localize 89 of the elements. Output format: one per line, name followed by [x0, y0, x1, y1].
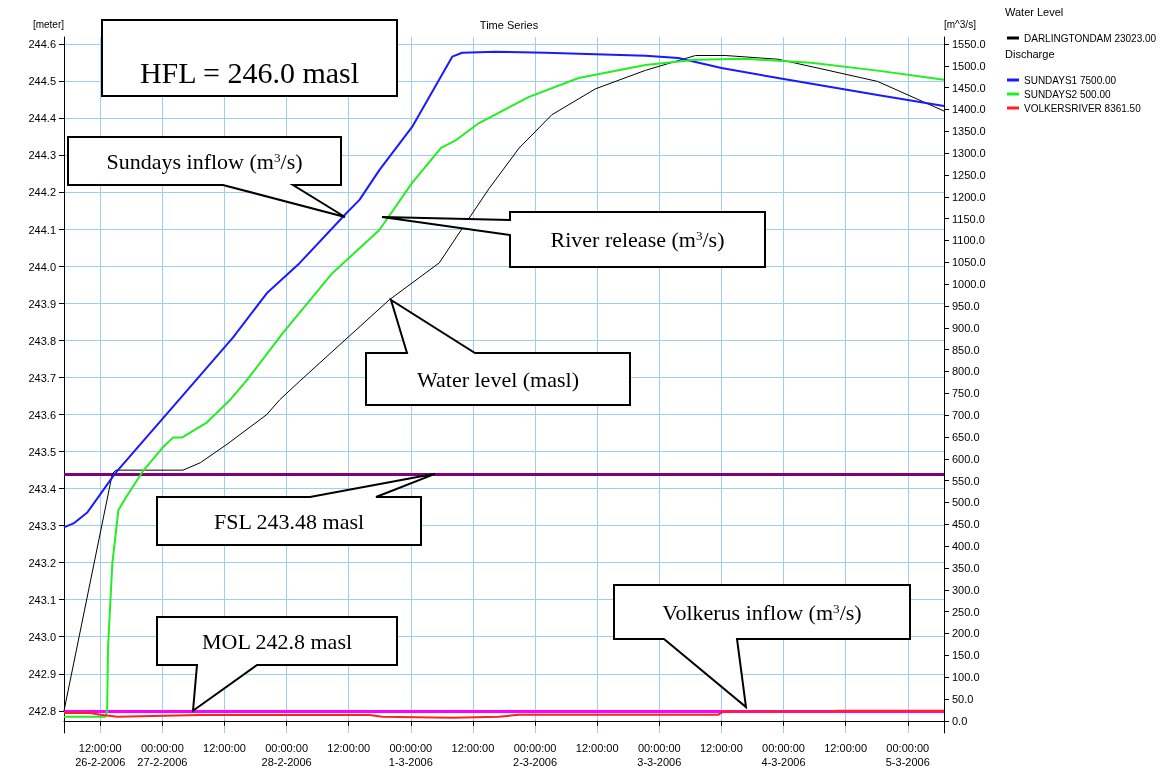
x-tick-label: 12:00:00: [824, 742, 868, 754]
y2-tick-label: 100.0: [952, 671, 980, 684]
y2-tick-label: 750.0: [952, 387, 980, 400]
annotation: HFL = 246.0 masl: [139, 55, 360, 89]
callout-box: River release (m$^{3}$/s): [381, 211, 766, 268]
y-axis-title: [meter]: [32, 18, 65, 30]
y2-tick-label: 1350.0: [952, 125, 986, 138]
callout-box: FSL 243.48 masl: [156, 472, 436, 546]
x-tick-label: 12:00:00 26-2-2006: [75, 742, 126, 768]
x-tick-label: 12:00:00: [203, 742, 246, 754]
x-tick-label: 12:00:00: [575, 742, 619, 754]
y2-tick-label: 1250.0: [952, 168, 986, 181]
y2-tick-label: 1500.0: [952, 59, 986, 72]
y2-tick-label: 650.0: [952, 430, 980, 443]
y-tick-label: 244.0: [28, 260, 56, 273]
y2-tick-label: 400.0: [952, 540, 980, 553]
y2-tick-label: 550.0: [952, 474, 980, 487]
x-tick-label: 00:00:00 5-3-2006: [885, 742, 930, 768]
y-tick-label: 244.5: [28, 75, 56, 88]
y2-tick-label: 150.0: [952, 649, 980, 662]
callout-box: Water level (masl): [365, 297, 631, 406]
y2-tick-label: 350.0: [952, 561, 980, 574]
line-series: [63, 50, 945, 529]
y2-tick-label: 700.0: [952, 409, 980, 422]
callout-box: Volkerus inflow (m$^{3}$/s): [613, 584, 911, 710]
legend-label: SUNDAYS1 7500.00: [1024, 74, 1117, 86]
y2-tick-label: 1050.0: [952, 256, 986, 269]
ref-line-label: MOL 242.8 masl: [201, 628, 353, 654]
y2-tick-label: 450.0: [952, 518, 980, 531]
x-tick-label: 12:00:00: [700, 742, 743, 754]
y-tick-label: 243.6: [28, 408, 56, 421]
y-tick-label: 244.1: [28, 223, 56, 236]
legend-label: SUNDAYS2 500.00: [1024, 88, 1111, 100]
y-tick-label: 244.3: [28, 149, 56, 162]
y2-tick-label: 1550.0: [952, 37, 986, 50]
x-tick-label: 00:00:00 3-3-2006: [637, 742, 682, 768]
legend-label: DARLINGTONDAM 23023.00: [1024, 32, 1157, 44]
annotation: Sundays inflow (m$^{3}$/s): [106, 148, 303, 174]
y2-tick-label: 800.0: [952, 365, 980, 378]
y2-tick-label: 1400.0: [952, 103, 986, 116]
y2-tick-label: 600.0: [952, 452, 980, 465]
y-tick-label: 243.3: [28, 519, 56, 532]
ref-line-label: FSL 243.48 masl: [213, 508, 365, 534]
y2-tick-label: 1150.0: [952, 212, 985, 225]
y2-axis-title: [m^3/s]: [944, 18, 977, 30]
y2-tick-label: 1200.0: [952, 190, 986, 203]
y2-tick-label: 850.0: [952, 343, 980, 356]
x-tick-label: 12:00:00: [451, 742, 495, 754]
y-tick-label: 243.0: [28, 630, 56, 643]
y-tick-label: 244.2: [28, 186, 56, 199]
annotation: Water level (masl): [417, 366, 579, 392]
x-tick-label: 12:00:00: [327, 742, 371, 754]
y2-tick-label: 1450.0: [952, 81, 986, 94]
x-tick-label: 00:00:00 1-3-2006: [388, 742, 433, 768]
y-tick-label: 244.4: [28, 112, 56, 125]
y2-tick-label: 950.0: [952, 299, 980, 312]
text: Discharge: [1005, 48, 1055, 60]
y-tick-label: 243.7: [28, 371, 56, 384]
x-tick-label: 00:00:00 4-3-2006: [761, 742, 806, 768]
x-tick-label: 00:00:00 28-2-2006: [261, 742, 312, 768]
y2-tick-label: 0.0: [952, 714, 968, 727]
y2-tick-label: 900.0: [952, 321, 980, 334]
y-tick-label: 243.9: [28, 297, 56, 310]
text: Water Level: [1005, 6, 1064, 18]
y2-tick-label: 200.0: [952, 627, 980, 640]
callout-box: MOL 242.8 masl: [156, 616, 398, 713]
y2-tick-label: 1100.0: [952, 234, 985, 247]
y2-tick-label: 500.0: [952, 496, 980, 509]
y-tick-label: 243.5: [28, 445, 56, 458]
chart-title: Time Series: [479, 18, 539, 31]
y-tick-label: 242.8: [28, 704, 56, 717]
y-tick-label: 243.8: [28, 334, 56, 347]
y2-tick-label: 1300.0: [952, 147, 986, 160]
y2-tick-label: 50.0: [952, 692, 974, 705]
y-tick-label: 243.2: [28, 556, 56, 569]
y-tick-label: 244.6: [28, 38, 56, 51]
y-tick-label: 243.4: [28, 482, 56, 495]
annotation: Volkerus inflow (m$^{3}$/s): [662, 599, 862, 625]
y-tick-label: 242.9: [28, 667, 56, 680]
callout-box: HFL = 246.0 masl: [101, 19, 398, 97]
annotation: River release (m$^{3}$/s): [550, 227, 725, 253]
legend-label: VOLKERSRIVER 8361.50: [1024, 102, 1142, 114]
y2-tick-label: 1000.0: [952, 278, 986, 291]
callout-box: Sundays inflow (m$^{3}$/s): [67, 136, 346, 218]
y2-tick-label: 300.0: [952, 583, 980, 596]
x-tick-label: 00:00:00 27-2-2006: [137, 742, 188, 768]
y2-tick-label: 250.0: [952, 605, 980, 618]
x-tick-label: 00:00:00 2-3-2006: [513, 742, 558, 768]
y-tick-label: 243.1: [28, 593, 56, 606]
